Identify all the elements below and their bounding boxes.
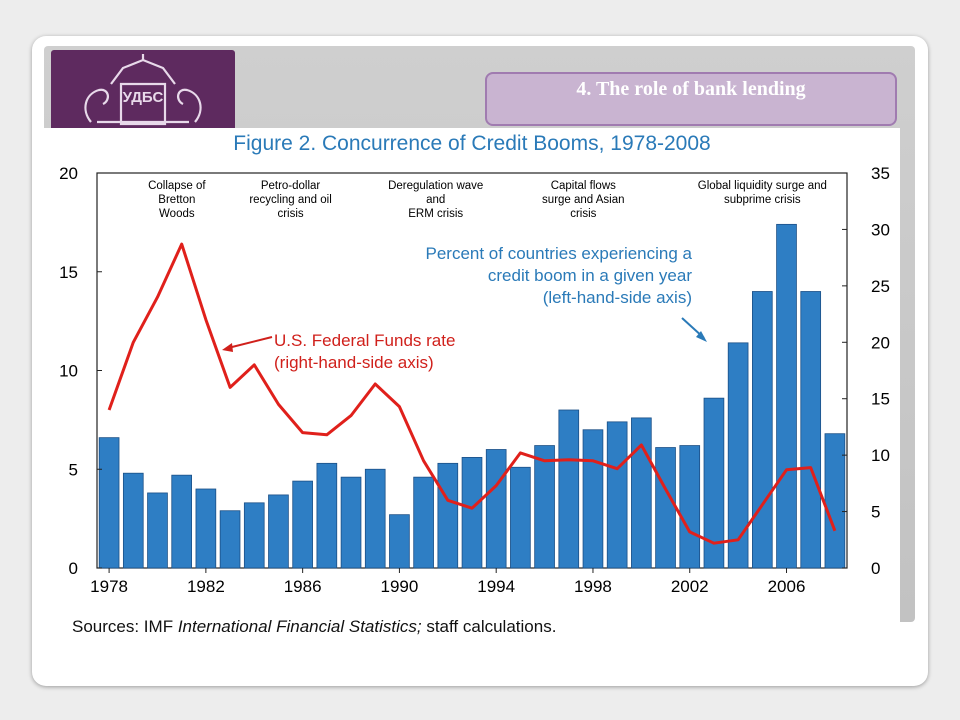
sources-prefix: Sources: IMF <box>72 617 178 636</box>
bar <box>437 462 459 569</box>
crisis-annotation: Global liquidity surge and <box>698 180 827 192</box>
x-axis-tick-label: 1982 <box>187 577 225 596</box>
x-axis-tick-label: 1998 <box>574 577 612 596</box>
university-crest-icon: УДБС <box>84 54 202 126</box>
crisis-annotation: Bretton <box>158 194 195 206</box>
bar <box>122 472 144 569</box>
bar-label-arrowhead <box>696 331 707 342</box>
bar <box>606 421 628 569</box>
line-label-arrowhead <box>222 343 233 352</box>
bar-series-label: Percent of countries experiencing a <box>426 244 693 263</box>
sources-suffix: staff calculations. <box>421 617 557 636</box>
bar <box>824 433 846 569</box>
line-series-label: U.S. Federal Funds rate <box>274 331 455 350</box>
right-axis-tick-label: 15 <box>871 390 890 409</box>
bar <box>727 342 749 569</box>
crisis-annotation: crisis <box>570 208 596 220</box>
bar <box>389 514 410 569</box>
line-series-label: (right-hand-side axis) <box>274 353 434 372</box>
bar <box>510 466 531 569</box>
credit-boom-chart: Figure 2. Concurrence of Credit Booms, 1… <box>59 132 890 596</box>
bar <box>461 456 483 569</box>
bar <box>243 502 265 569</box>
x-axis-tick-label: 2006 <box>768 577 806 596</box>
bar <box>485 449 507 569</box>
crisis-annotation: surge and Asian <box>542 194 624 206</box>
left-axis-tick-label: 0 <box>69 559 78 578</box>
fed-funds-line <box>107 242 837 545</box>
bar-series-label: credit boom in a given year <box>488 266 692 285</box>
crisis-annotation: Deregulation wave <box>388 180 483 192</box>
bar <box>631 417 652 569</box>
left-axis-tick-label: 10 <box>59 362 78 381</box>
right-axis-tick-label: 30 <box>871 220 890 239</box>
x-axis-tick-label: 2002 <box>671 577 709 596</box>
line-label-arrow <box>227 336 273 349</box>
sources-italic: International Financial Statistics; <box>177 617 422 636</box>
left-axis-tick-label: 15 <box>59 263 78 282</box>
crisis-annotation: subprime crisis <box>724 194 801 206</box>
bar <box>364 468 386 569</box>
sources-note: Sources: IMF International Financial Sta… <box>72 617 556 637</box>
crisis-annotation: crisis <box>277 208 303 220</box>
bar <box>752 291 773 569</box>
left-axis-tick-label: 20 <box>59 164 78 183</box>
bar <box>413 476 434 569</box>
crisis-annotation: Woods <box>159 208 195 220</box>
left-axis-tick-label: 5 <box>69 460 78 479</box>
crisis-annotation: and <box>426 194 445 206</box>
right-axis-tick-label: 25 <box>871 277 890 296</box>
svg-text:УДБС: УДБС <box>123 89 164 106</box>
bar <box>679 445 701 569</box>
bar <box>340 476 362 569</box>
x-axis-tick-label: 1978 <box>90 577 128 596</box>
bar-series-label: (left-hand-side axis) <box>543 288 692 307</box>
chart-title: Figure 2. Concurrence of Credit Booms, 1… <box>233 132 710 155</box>
bar <box>582 429 604 569</box>
right-axis-tick-label: 5 <box>871 503 880 522</box>
x-axis-tick-label: 1990 <box>381 577 419 596</box>
slide-heading: 4. The role of bank lending <box>576 78 806 100</box>
right-axis-tick-label: 35 <box>871 164 890 183</box>
right-axis-tick-label: 20 <box>871 333 890 352</box>
bar <box>171 474 192 569</box>
bar <box>655 447 676 569</box>
bar <box>534 445 555 569</box>
bar <box>219 510 241 569</box>
right-axis-tick-label: 10 <box>871 446 890 465</box>
crisis-annotation: ERM crisis <box>408 208 463 220</box>
university-logo: УДБС <box>51 50 235 134</box>
bar <box>703 397 725 569</box>
bar <box>195 488 217 569</box>
crisis-annotation: Capital flows <box>551 180 616 192</box>
bar <box>558 409 580 569</box>
bar <box>316 462 338 569</box>
right-axis-tick-label: 0 <box>871 559 880 578</box>
chart-panel: Figure 2. Concurrence of Credit Booms, 1… <box>44 128 900 622</box>
slide-heading-box: 4. The role of bank lending <box>485 72 897 126</box>
bar <box>800 291 822 569</box>
bar <box>292 480 313 569</box>
x-axis-tick-label: 1994 <box>477 577 515 596</box>
crisis-annotation: Collapse of <box>148 180 206 192</box>
x-axis-tick-label: 1986 <box>284 577 322 596</box>
bar <box>776 223 797 569</box>
bar <box>98 437 120 569</box>
crisis-annotation: recycling and oil <box>249 194 331 206</box>
bar <box>147 492 168 569</box>
bar <box>268 494 289 569</box>
crisis-annotation: Petro-dollar <box>261 180 321 192</box>
